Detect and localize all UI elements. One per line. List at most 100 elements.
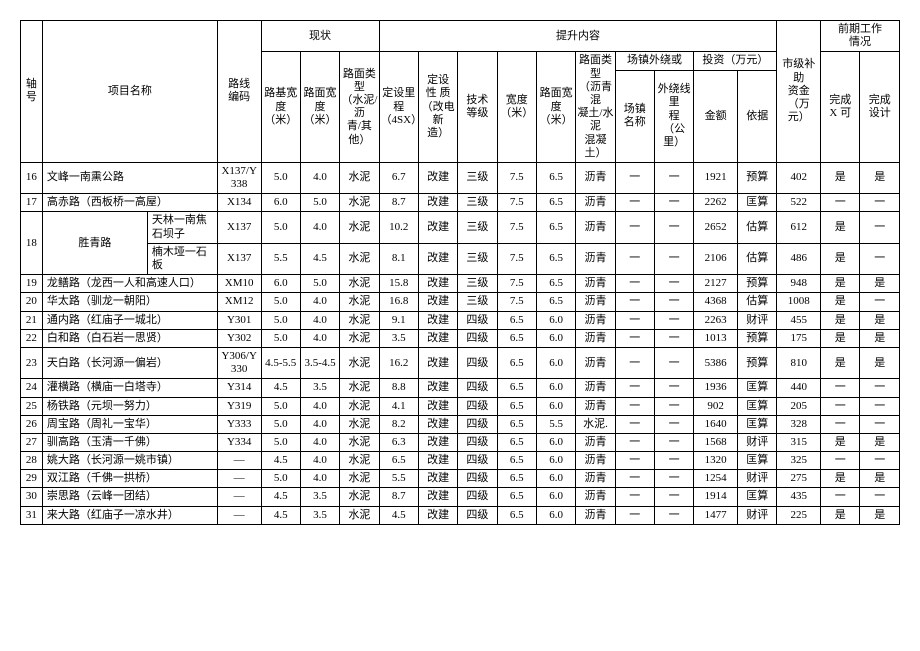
cell-lmlx: 水泥 — [340, 397, 379, 415]
header-group-current: 现状 — [261, 21, 379, 52]
cell-ws2: 一 — [860, 397, 900, 415]
cell-cz: 一 — [615, 194, 654, 212]
header-group-upgrade: 提升内容 — [379, 21, 777, 52]
cell-je: 1568 — [694, 433, 738, 451]
cell-yj: 财评 — [738, 311, 777, 329]
cell-ljk: 5.0 — [261, 415, 300, 433]
cell-ws2: 一 — [860, 212, 900, 243]
table-row: 18胜青路天林一南焦石坝子X1375.04.0水泥10.2改建三级7.56.5沥… — [21, 212, 900, 243]
cell-code: Y301 — [217, 311, 261, 329]
cell-name: 高赤路（西板桥一高屋） — [42, 194, 217, 212]
cell-dsx: 改建 — [418, 379, 457, 397]
cell-ws: 一 — [654, 347, 693, 378]
cell-lmk2: 6.0 — [536, 379, 575, 397]
cell-dsx: 改建 — [418, 243, 457, 274]
cell-ds: 6.7 — [379, 162, 418, 193]
cell-kd: 6.5 — [497, 415, 536, 433]
cell-cz: 一 — [615, 470, 654, 488]
cell-ws: 一 — [654, 397, 693, 415]
cell-xh: 16 — [21, 162, 43, 193]
cell-cz: 一 — [615, 415, 654, 433]
cell-jsdj: 三级 — [458, 212, 497, 243]
cell-cz: 一 — [615, 379, 654, 397]
cell-cz: 一 — [615, 397, 654, 415]
cell-kd: 7.5 — [497, 194, 536, 212]
cell-sj: 275 — [777, 470, 821, 488]
cell-yj: 匡算 — [738, 397, 777, 415]
header-complete-x: 完成X 可 — [821, 52, 860, 163]
cell-ws2: 一 — [860, 452, 900, 470]
cell-ws: 一 — [654, 212, 693, 243]
cell-cz: 一 — [615, 329, 654, 347]
cell-code: Y306/Y330 — [217, 347, 261, 378]
cell-ds: 3.5 — [379, 329, 418, 347]
cell-ws2: 一 — [860, 415, 900, 433]
cell-ljk: 5.0 — [261, 433, 300, 451]
cell-sj: 435 — [777, 488, 821, 506]
cell-xh: 28 — [21, 452, 43, 470]
cell-lmlx: 水泥 — [340, 347, 379, 378]
cell-wx: 是 — [821, 212, 860, 243]
cell-sj: 225 — [777, 506, 821, 524]
cell-cz: 一 — [615, 488, 654, 506]
cell-code: — — [217, 488, 261, 506]
cell-lmlx: 水泥 — [340, 488, 379, 506]
cell-je: 2652 — [694, 212, 738, 243]
cell-je: 2127 — [694, 275, 738, 293]
cell-lmk2: 6.0 — [536, 397, 575, 415]
cell-kd: 6.5 — [497, 452, 536, 470]
header-town-name: 场镇名称 — [615, 70, 654, 162]
cell-ljk: 4.5 — [261, 379, 300, 397]
cell-lmlx2: 沥青 — [576, 275, 615, 293]
cell-lmlx2: 沥青 — [576, 397, 615, 415]
header-complete-design: 完成设计 — [860, 52, 900, 163]
cell-kd: 7.5 — [497, 212, 536, 243]
cell-kd: 6.5 — [497, 433, 536, 451]
cell-ws: 一 — [654, 243, 693, 274]
cell-jsdj: 三级 — [458, 275, 497, 293]
cell-dsx: 改建 — [418, 506, 457, 524]
cell-lmlx2: 沥青 — [576, 162, 615, 193]
cell-ws: 一 — [654, 162, 693, 193]
cell-ds: 4.1 — [379, 397, 418, 415]
header-tech-grade: 技术等级 — [458, 52, 497, 163]
cell-lmk: 4.0 — [300, 162, 339, 193]
cell-lmk: 3.5 — [300, 379, 339, 397]
cell-lmlx: 水泥 — [340, 275, 379, 293]
table-row: 30崇思路（云峰一团结）—4.53.5水泥8.7改建四级6.56.0沥青一一19… — [21, 488, 900, 506]
cell-lmlx2: 沥青 — [576, 311, 615, 329]
cell-lmk: 4.0 — [300, 433, 339, 451]
cell-jsdj: 四级 — [458, 329, 497, 347]
cell-wx: 是 — [821, 162, 860, 193]
cell-lmk: 3.5 — [300, 506, 339, 524]
cell-ws: 一 — [654, 275, 693, 293]
cell-je: 1640 — [694, 415, 738, 433]
cell-dsx: 改建 — [418, 212, 457, 243]
cell-ljk: 4.5-5.5 — [261, 347, 300, 378]
cell-ljk: 5.0 — [261, 329, 300, 347]
cell-ljk: 4.5 — [261, 488, 300, 506]
cell-sj: 948 — [777, 275, 821, 293]
table-row: 28姚大路（长河源一姚市镇）—4.54.0水泥6.5改建四级6.56.0沥青一一… — [21, 452, 900, 470]
cell-xh: 22 — [21, 329, 43, 347]
cell-ljk: 5.0 — [261, 212, 300, 243]
cell-yj: 估算 — [738, 243, 777, 274]
cell-code: — — [217, 506, 261, 524]
road-projects-table: 轴号 项目名称 路线编码 现状 提升内容 市级补助资金（万元） 前期工作情况 路… — [20, 20, 900, 525]
cell-lmlx2: 沥青 — [576, 212, 615, 243]
cell-dsx: 改建 — [418, 470, 457, 488]
header-investment: 投资（万元） — [694, 52, 777, 70]
cell-ds: 6.5 — [379, 452, 418, 470]
cell-lmlx2: 水泥. — [576, 415, 615, 433]
cell-yj: 匡算 — [738, 379, 777, 397]
table-row: 20华太路（驯龙一朝阳）XM125.04.0水泥16.8改建三级7.56.5沥青… — [21, 293, 900, 311]
cell-lmlx: 水泥 — [340, 293, 379, 311]
cell-wx: 一 — [821, 379, 860, 397]
cell-lmlx2: 沥青 — [576, 347, 615, 378]
cell-code: Y333 — [217, 415, 261, 433]
cell-xh: 26 — [21, 415, 43, 433]
cell-lmk: 3.5-4.5 — [300, 347, 339, 378]
cell-lmk: 5.0 — [300, 275, 339, 293]
cell-lmk: 4.0 — [300, 452, 339, 470]
header-design-mileage: 定设里程（4SX） — [379, 52, 418, 163]
